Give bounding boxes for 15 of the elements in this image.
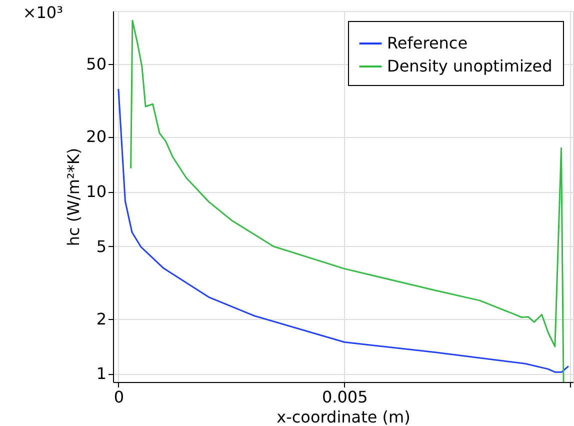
y-tick-label: 2 bbox=[96, 309, 106, 328]
text: ×10³ bbox=[22, 3, 63, 22]
y-tick-label: 20 bbox=[86, 127, 106, 146]
y-tick-label: 10 bbox=[86, 182, 106, 202]
x-axis-title: x-coordinate (m) bbox=[276, 408, 410, 426]
legend-label: Reference bbox=[387, 34, 468, 52]
y-tick-label: 50 bbox=[86, 54, 106, 74]
x-tick-label: 0 bbox=[114, 388, 124, 406]
y-tick-label: 1 bbox=[96, 364, 106, 384]
y-axis-title: hc (W/m²*K) bbox=[64, 148, 84, 246]
y-tick-label: 5 bbox=[96, 236, 106, 256]
line-series bbox=[118, 88, 570, 373]
line-series bbox=[130, 20, 564, 382]
x-tick-label: 0.005 bbox=[322, 388, 368, 406]
legend-label: Density unoptimized bbox=[387, 56, 552, 76]
